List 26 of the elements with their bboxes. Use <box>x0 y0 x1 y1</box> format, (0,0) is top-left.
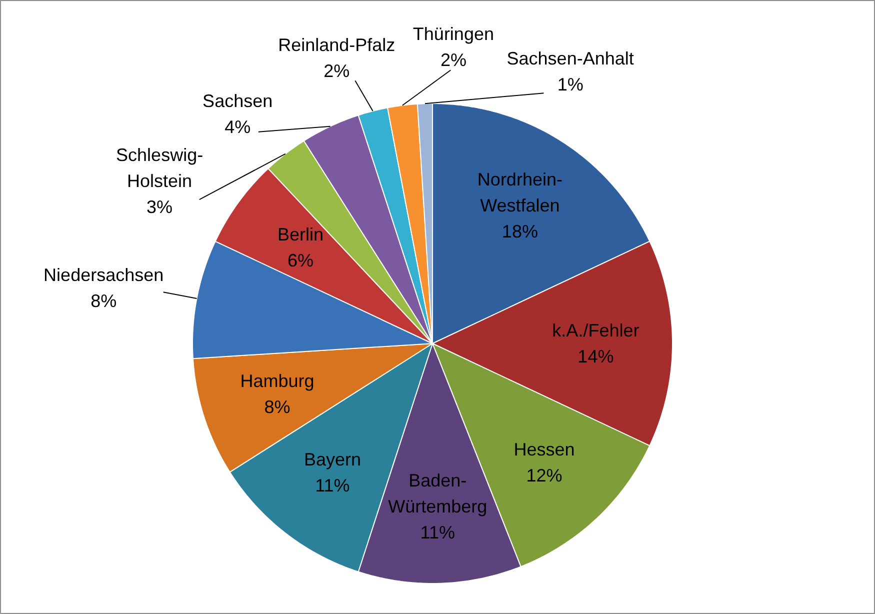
data-label: 12% <box>526 465 562 486</box>
data-label: 8% <box>264 396 290 417</box>
slice-label: Baden-Würtemberg <box>388 470 488 517</box>
slice-label: k.A./Fehler <box>552 320 640 340</box>
slice-label: Reinland-Pfalz <box>278 35 396 56</box>
data-label: 4% <box>224 116 251 137</box>
data-label: 6% <box>287 250 314 271</box>
data-label: 1% <box>557 74 584 95</box>
slice-label: Hessen <box>514 439 575 460</box>
slice-label: Nordrhein-Westfalen <box>477 170 562 216</box>
slice-label: Niedersachsen <box>44 264 164 285</box>
data-label: 18% <box>502 222 538 242</box>
slice-label: Berlin <box>277 224 324 245</box>
data-label: 2% <box>324 61 350 82</box>
data-label: 11% <box>315 475 350 496</box>
data-label: 14% <box>578 346 614 366</box>
slice-label: Sachsen <box>202 90 273 111</box>
data-label: 2% <box>440 50 466 70</box>
slice-label: Thüringen <box>412 24 494 44</box>
data-label: 3% <box>146 197 173 218</box>
slice-label: Hamburg <box>240 370 314 391</box>
slice-label: Sachsen-Anhalt <box>506 48 634 69</box>
data-label: 11% <box>420 522 455 543</box>
slice-label: Bayern <box>304 449 362 470</box>
slice-label: Schleswig-Holstein <box>116 145 204 192</box>
data-label: 8% <box>90 290 117 311</box>
